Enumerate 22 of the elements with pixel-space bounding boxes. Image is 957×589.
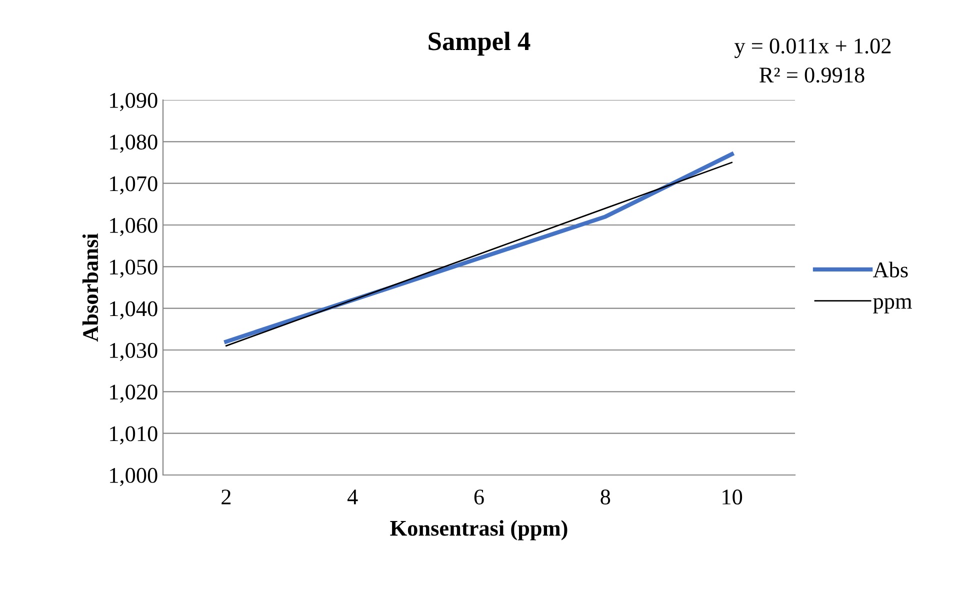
y-tick-label: 1,090	[110, 92, 158, 112]
legend-label: ppm	[873, 298, 912, 314]
y-tick-label: 1,010	[110, 426, 158, 444]
y-tick-label: 1,000	[110, 468, 158, 486]
y-axis-title: Absorbansi	[82, 233, 98, 342]
chart-title: Sampel 4	[428, 32, 530, 56]
x-tick-label: 10	[722, 490, 742, 505]
text: y = 0.011x + 1.02	[734, 38, 891, 58]
x-tick-label: 4	[347, 490, 358, 504]
x-tick-label: 2	[222, 490, 231, 504]
y-tick-label: 1,080	[110, 134, 158, 153]
x-tick-label: 8	[600, 490, 610, 505]
legend-label: Abs	[872, 262, 908, 278]
x-tick-label: 6	[474, 490, 484, 505]
y-tick-label: 1,020	[110, 384, 158, 403]
y-tick-label: 1,060	[110, 218, 158, 236]
y-tick-label: 1,070	[110, 176, 158, 194]
x-axis-title: Konsentrasi (ppm)	[390, 520, 568, 540]
y-tick-label: 1,040	[110, 301, 158, 320]
y-tick-label: 1,050	[110, 260, 158, 278]
text: R² = 0.9918	[760, 68, 864, 83]
y-tick-label: 1,030	[110, 342, 158, 362]
